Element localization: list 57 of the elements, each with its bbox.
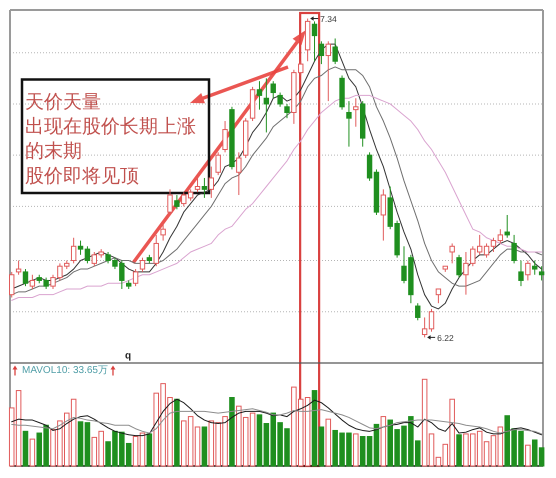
- candlestick: [208, 166, 214, 198]
- bar: [353, 433, 359, 466]
- candlestick: [415, 302, 420, 321]
- candlestick: [449, 242, 455, 264]
- bar: [174, 398, 180, 466]
- annotation: 6.22: [437, 332, 454, 343]
- annotation: q: [124, 350, 132, 362]
- annotation: 天价天量: [25, 92, 101, 113]
- candlestick: [215, 152, 221, 176]
- chart-title: MAVOL10: 33.65万: [22, 365, 108, 376]
- candlestick: [9, 271, 14, 298]
- candlestick: [167, 188, 173, 216]
- candlestick: [511, 234, 517, 264]
- bar: [22, 430, 28, 466]
- candlestick: [332, 38, 338, 65]
- candlestick: [22, 268, 28, 287]
- candlestick: [236, 152, 242, 196]
- candlestick: [532, 260, 538, 276]
- candlestick: [326, 40, 331, 102]
- bar: [525, 444, 531, 466]
- bar: [202, 426, 208, 466]
- bar: [326, 418, 332, 466]
- candlestick: [436, 288, 442, 304]
- candlestick: [16, 260, 22, 276]
- candlestick: [270, 80, 276, 99]
- bar: [229, 397, 235, 466]
- candlestick: [456, 254, 462, 278]
- candlestick: [380, 188, 386, 242]
- annotation: 7.34: [320, 14, 337, 24]
- candlestick: [174, 194, 180, 210]
- candlestick: [518, 260, 524, 287]
- bar: [380, 416, 386, 466]
- candlestick: [318, 40, 324, 65]
- candlestick: [264, 78, 270, 133]
- bar: [146, 433, 152, 466]
- candlestick: [277, 92, 283, 108]
- candlestick: [284, 103, 290, 119]
- candlestick: [222, 120, 228, 153]
- annotation: 出现在股价长期上涨的末期: [25, 116, 196, 162]
- candlestick: [70, 237, 76, 264]
- candlestick: [160, 223, 166, 242]
- candlestick: [140, 257, 146, 272]
- candlestick: [154, 234, 159, 267]
- annotation: 股价即将见顶: [25, 166, 139, 187]
- candlestick: [202, 177, 208, 198]
- candlestick: [132, 268, 138, 287]
- candlestick: [194, 177, 200, 193]
- candlestick: [353, 98, 359, 128]
- candlestick: [312, 20, 318, 62]
- candlestick: [504, 214, 510, 238]
- candlestick: [256, 80, 262, 110]
- candlestick: [538, 266, 544, 281]
- bar: [456, 434, 462, 466]
- candlestick: [346, 100, 352, 148]
- candlestick: [30, 274, 36, 290]
- candlestick: [525, 260, 531, 281]
- bar: [30, 438, 36, 466]
